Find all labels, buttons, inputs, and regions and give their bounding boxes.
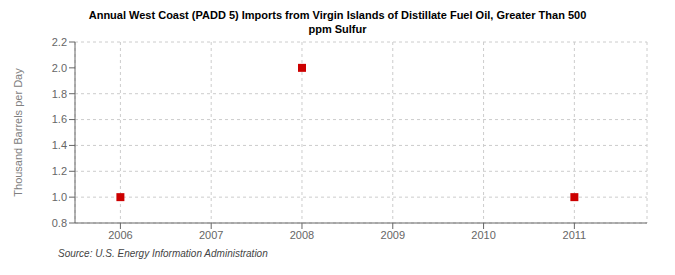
html-text:Source: U.S. Energy Informatio: Source: U.S. Energy Information Administ… — [58, 248, 268, 259]
svg-text:2.0: 2.0 — [52, 62, 67, 74]
svg-text:2007: 2007 — [199, 229, 223, 241]
html-text:ppm Sulfur: ppm Sulfur — [308, 23, 367, 35]
svg-text:2009: 2009 — [381, 229, 405, 241]
svg-text:1.2: 1.2 — [52, 165, 67, 177]
svg-text:1.8: 1.8 — [52, 88, 67, 100]
svg-text:2011: 2011 — [563, 229, 587, 241]
svg-text:2006: 2006 — [108, 229, 132, 241]
svg-text:1.4: 1.4 — [52, 139, 67, 151]
svg-text:2010: 2010 — [471, 229, 495, 241]
svg-text:1.6: 1.6 — [52, 113, 67, 125]
svg-text:1.0: 1.0 — [52, 191, 67, 203]
svg-text:2008: 2008 — [290, 229, 314, 241]
svg-text:0.8: 0.8 — [52, 217, 67, 229]
svg-text:2.2: 2.2 — [52, 36, 67, 48]
html-text:Annual West Coast (PADD 5) Imp: Annual West Coast (PADD 5) Imports from … — [88, 9, 587, 21]
svg-text:Thousand Barrels per Day: Thousand Barrels per Day — [12, 68, 24, 197]
